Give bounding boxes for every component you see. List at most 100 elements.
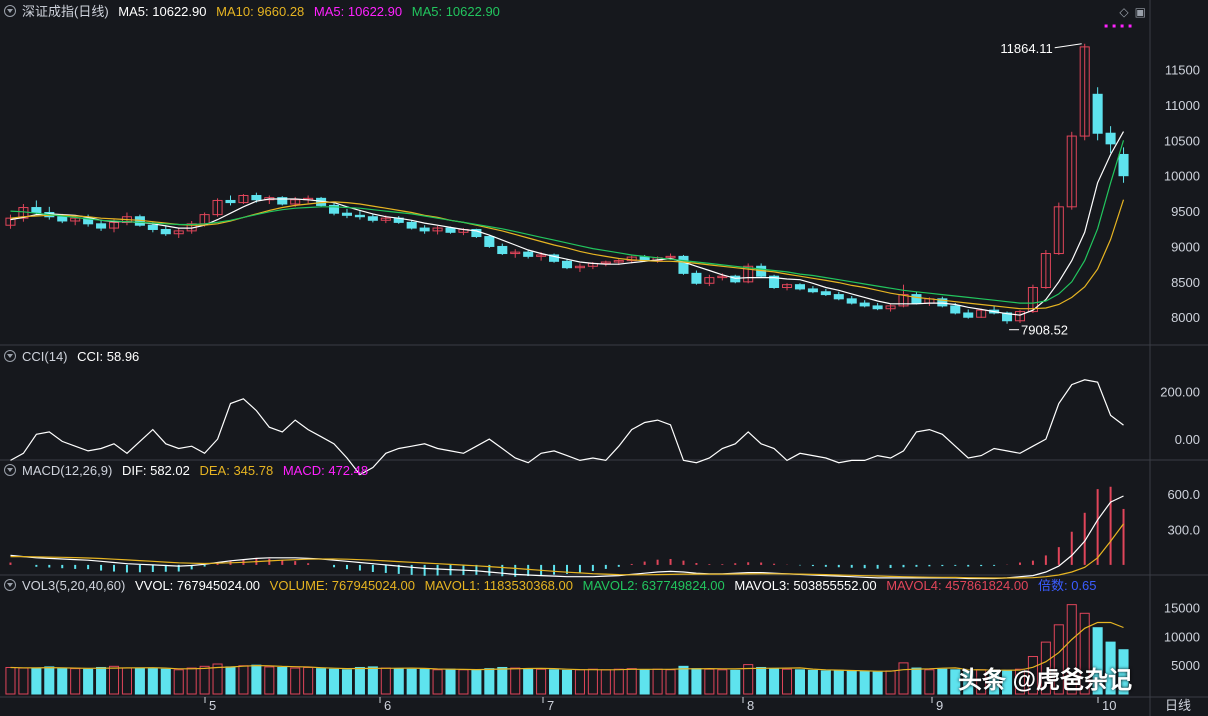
volume-bar — [1092, 627, 1103, 695]
price-tick-label: 10500 — [1164, 133, 1200, 148]
volume-bar — [316, 668, 327, 695]
candle-body — [730, 275, 741, 283]
dropdown-icon[interactable] — [4, 579, 16, 591]
dea-line — [10, 523, 1124, 579]
volume-bar — [406, 668, 417, 695]
volume-bar — [1040, 641, 1051, 695]
dropdown-icon[interactable] — [4, 350, 16, 362]
high-annotation: 11864.11 — [1000, 41, 1052, 56]
candle-body — [57, 216, 68, 222]
candle-body — [108, 221, 120, 229]
volume-bar — [549, 669, 560, 695]
cci-line — [10, 379, 1124, 476]
candle-body — [976, 309, 987, 318]
candle-body — [5, 217, 16, 226]
volume-bar — [445, 668, 456, 695]
toolbar: ◇ ▣ — [1113, 5, 1146, 19]
x-tick-label: 10 — [1102, 698, 1116, 713]
candle-body — [600, 261, 611, 264]
vol-title: VOL3(5,20,40,60) — [22, 578, 126, 593]
candle-body — [1105, 132, 1116, 145]
candle-body — [251, 195, 262, 201]
candle-body — [70, 217, 81, 222]
legend-mavol3: MAVOL3: 503855552.00 — [734, 578, 877, 593]
legend-vvol: VVOL: 767945024.00 — [134, 578, 261, 593]
kline-title: 深证成指(日线) — [22, 4, 109, 19]
volume-bar — [1027, 656, 1038, 695]
volume-bar — [1079, 612, 1090, 695]
legend-ma10: MA10: 9660.28 — [216, 4, 305, 19]
candle-body — [536, 254, 547, 257]
candle-body — [1053, 206, 1064, 255]
candle-body — [225, 199, 236, 204]
candle-body — [406, 221, 417, 229]
candle-body — [83, 217, 94, 225]
candle-body — [1002, 312, 1013, 322]
cci-tick-label: 0.00 — [1175, 432, 1200, 447]
candle-body — [872, 305, 883, 310]
candle-body — [1118, 153, 1129, 177]
candle-body — [574, 265, 585, 269]
candle-body — [833, 294, 844, 300]
candle-body — [678, 255, 689, 274]
legend-ma5: MA5: 10622.90 — [118, 4, 207, 19]
legend-ma20: MA5: 10622.90 — [313, 4, 403, 19]
candle-body — [820, 291, 831, 296]
volume-bar — [341, 669, 353, 695]
candle-body — [523, 251, 534, 257]
candle-body — [1040, 253, 1051, 289]
candle-body — [794, 284, 805, 290]
x-tick-label: 8 — [747, 698, 754, 713]
volume-bar — [937, 668, 948, 695]
volume-bar — [769, 668, 780, 695]
volume-bar — [367, 666, 378, 695]
vol-tick-label: 15000 — [1164, 601, 1200, 616]
candle-body — [160, 228, 171, 235]
candle-body — [717, 275, 728, 279]
volume-bar — [510, 667, 521, 695]
candle-body — [380, 217, 391, 221]
candle-body — [898, 294, 909, 307]
period-label: 日线 — [1165, 698, 1191, 713]
volume-bar — [1118, 649, 1129, 695]
volume-bar — [1053, 624, 1064, 695]
price-tick-label: 8000 — [1171, 310, 1200, 325]
dropdown-icon[interactable] — [4, 5, 16, 17]
volume-bar — [678, 665, 689, 695]
volume-bar — [173, 669, 184, 695]
candle-body — [212, 199, 223, 216]
volume-bar — [497, 666, 508, 695]
volume-bar — [523, 668, 534, 695]
volume-bar — [872, 671, 883, 695]
cci-tick-label: 200.00 — [1160, 385, 1200, 400]
legend-macd: MACD: 472.48 — [282, 463, 369, 478]
macd-title: MACD(12,26,9) — [22, 463, 113, 478]
volume-bar — [277, 666, 288, 695]
candle-body — [1079, 46, 1090, 137]
candle-body — [807, 288, 818, 293]
volume-bar — [781, 668, 793, 695]
candle-body — [691, 272, 702, 284]
volume-bar — [147, 668, 158, 695]
candle-body — [1014, 311, 1026, 322]
x-tick-label: 7 — [547, 698, 554, 713]
candle-body — [704, 277, 715, 284]
candle-body — [445, 227, 456, 233]
window-icon[interactable]: ▣ — [1134, 5, 1146, 19]
candle-body — [277, 197, 288, 205]
candle-body — [1066, 135, 1077, 208]
legend-dif: DIF: 582.02 — [121, 463, 190, 478]
dropdown-icon[interactable] — [4, 464, 16, 476]
macd-tick-label: 600.0 — [1167, 487, 1200, 502]
macd-tick-label: 300.0 — [1167, 522, 1200, 537]
candle-body — [471, 228, 482, 238]
price-tick-label: 11000 — [1165, 98, 1200, 113]
vol-header: VOL3(5,20,40,60) VVOL: 767945024.00 VOLU… — [4, 578, 1154, 594]
diamond-icon[interactable]: ◇ — [1119, 5, 1129, 19]
volume-bar — [1066, 604, 1077, 695]
volume-bar — [186, 667, 197, 695]
volume-bar — [536, 668, 547, 695]
watermark: 头条 @虎爸杂记 — [958, 667, 1133, 694]
